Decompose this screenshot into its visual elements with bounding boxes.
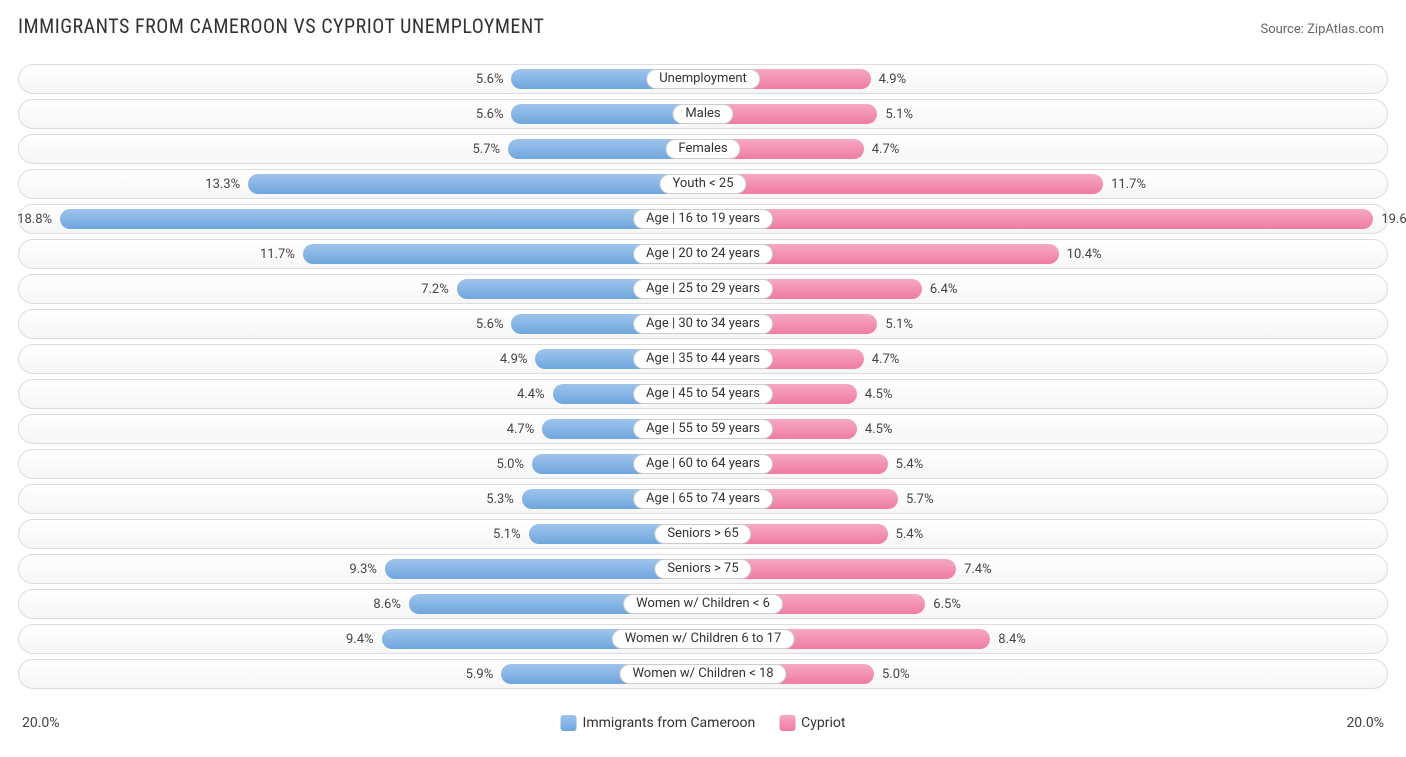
value-left: 5.6% [476,310,504,340]
category-label: Males [672,104,733,124]
value-right: 11.7% [1111,170,1146,200]
value-left: 11.7% [260,240,295,270]
category-label: Age | 30 to 34 years [633,314,773,334]
value-left: 5.6% [476,65,504,95]
bar-right [703,174,1103,194]
value-left: 13.3% [205,170,240,200]
category-label: Age | 16 to 19 years [633,209,773,229]
category-label: Seniors > 65 [654,524,751,544]
category-label: Age | 25 to 29 years [633,279,773,299]
chart-row: 5.3% 5.7% Age | 65 to 74 years [18,484,1388,514]
chart-row: 9.3% 7.4% Seniors > 75 [18,554,1388,584]
value-right: 5.7% [906,485,934,515]
value-right: 5.0% [882,660,910,690]
value-left: 9.4% [346,625,374,655]
value-left: 4.4% [517,380,545,410]
category-label: Age | 45 to 54 years [633,384,773,404]
value-right: 19.6% [1381,205,1406,235]
category-label: Age | 65 to 74 years [633,489,773,509]
value-left: 4.7% [507,415,535,445]
axis-row: 20.0% Immigrants from Cameroon Cypriot 2… [18,715,1388,739]
value-left: 5.7% [473,135,501,165]
value-right: 10.4% [1067,240,1102,270]
value-left: 4.9% [500,345,528,375]
value-left: 7.2% [421,275,449,305]
category-label: Females [665,139,740,159]
value-left: 9.3% [349,555,377,585]
chart-row: 4.7% 4.5% Age | 55 to 59 years [18,414,1388,444]
chart-row: 18.8%19.6%Age | 16 to 19 years [18,204,1388,234]
chart-title: IMMIGRANTS FROM CAMEROON VS CYPRIOT UNEM… [18,14,544,38]
legend-label-left: Immigrants from Cameroon [583,715,756,731]
category-label: Youth < 25 [659,174,746,194]
category-label: Unemployment [646,69,760,89]
axis-max-left: 20.0% [22,715,60,731]
value-left: 5.6% [476,100,504,130]
legend-item-right: Cypriot [779,715,845,731]
value-left: 5.0% [496,450,524,480]
chart-row: 4.4% 4.5% Age | 45 to 54 years [18,379,1388,409]
value-right: 4.5% [865,380,893,410]
category-label: Seniors > 75 [654,559,751,579]
category-label: Women w/ Children < 6 [623,594,783,614]
value-left: 5.9% [466,660,494,690]
chart-row: 11.7% 10.4% Age | 20 to 24 years [18,239,1388,269]
value-right: 4.5% [865,415,893,445]
value-right: 7.4% [964,555,992,585]
chart-row: 5.9% 5.0% Women w/ Children < 18 [18,659,1388,689]
category-label: Age | 55 to 59 years [633,419,773,439]
category-label: Age | 35 to 44 years [633,349,773,369]
chart-row: 4.9% 4.7% Age | 35 to 44 years [18,344,1388,374]
chart-row: 5.7% 4.7% Females [18,134,1388,164]
axis-max-right: 20.0% [1346,715,1384,731]
value-right: 5.4% [896,450,924,480]
value-right: 6.5% [933,590,961,620]
bar-right [703,209,1373,229]
value-left: 18.8% [17,205,52,235]
bar-left [248,174,703,194]
chart-row: 5.6% 5.1% Age | 30 to 34 years [18,309,1388,339]
value-right: 4.9% [879,65,907,95]
chart-row: 7.2% 6.4% Age | 25 to 29 years [18,274,1388,304]
chart-row: 9.4% 8.4% Women w/ Children 6 to 17 [18,624,1388,654]
chart-row: 8.6% 6.5% Women w/ Children < 6 [18,589,1388,619]
chart-area: 5.6% 4.9% Unemployment 5.6% 5.1% Males 5.7% 4.7… [18,64,1388,707]
legend-swatch-right [779,715,795,731]
category-label: Age | 60 to 64 years [633,454,773,474]
legend: Immigrants from Cameroon Cypriot [561,715,846,731]
bar-left [60,209,703,229]
value-right: 5.4% [896,520,924,550]
value-right: 4.7% [872,135,900,165]
chart-row: 5.6% 4.9% Unemployment [18,64,1388,94]
value-left: 8.6% [373,590,401,620]
chart-row: 5.0% 5.4% Age | 60 to 64 years [18,449,1388,479]
value-right: 5.1% [885,310,913,340]
value-right: 8.4% [998,625,1026,655]
value-right: 6.4% [930,275,958,305]
value-left: 5.3% [486,485,514,515]
chart-row: 5.1% 5.4% Seniors > 65 [18,519,1388,549]
legend-swatch-left [561,715,577,731]
category-label: Women w/ Children 6 to 17 [612,629,795,649]
category-label: Women w/ Children < 18 [619,664,786,684]
chart-row: 13.3% 11.7% Youth < 25 [18,169,1388,199]
source-attribution: Source: ZipAtlas.com [1260,22,1384,37]
chart-row: 5.6% 5.1% Males [18,99,1388,129]
category-label: Age | 20 to 24 years [633,244,773,264]
value-right: 5.1% [885,100,913,130]
value-right: 4.7% [872,345,900,375]
legend-label-right: Cypriot [801,715,845,731]
value-left: 5.1% [493,520,521,550]
legend-item-left: Immigrants from Cameroon [561,715,756,731]
